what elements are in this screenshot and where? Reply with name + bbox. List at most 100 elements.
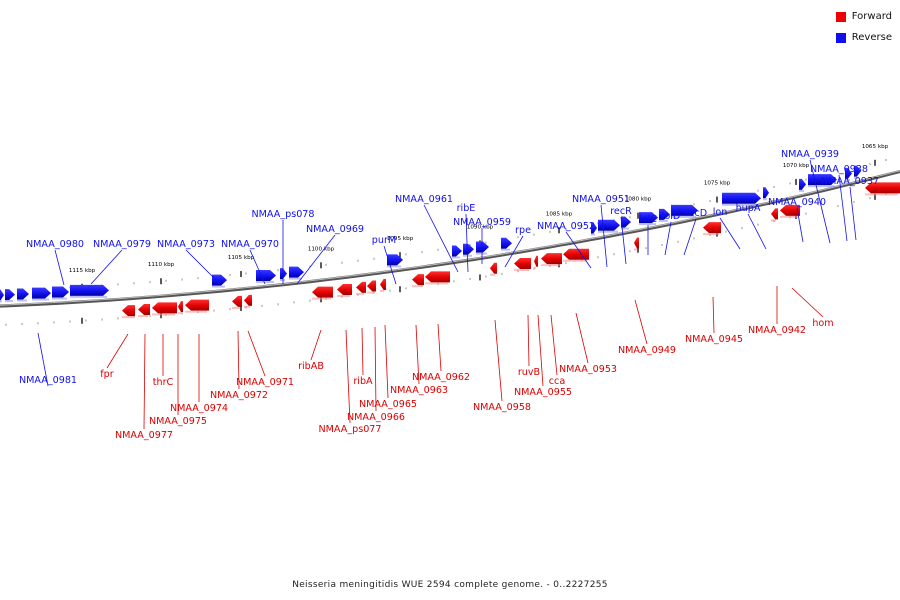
reverse-leader-line xyxy=(747,213,767,250)
gene-shadow xyxy=(808,185,835,188)
forward-gene-label: NMAA_0958 xyxy=(473,402,531,413)
gene-shadow xyxy=(5,300,13,303)
reverse-leader-line xyxy=(849,186,857,241)
forward-leader-line xyxy=(361,327,364,376)
reverse-gene-label: NMAA_0939 xyxy=(781,149,839,160)
reverse-gene-arrow xyxy=(845,167,852,179)
forward-gene-arrow xyxy=(244,294,252,306)
gene-shadow xyxy=(865,193,898,196)
reverse-leader-line xyxy=(465,213,469,273)
forward-gene-arrow xyxy=(634,237,639,249)
reverse-gene-arrow xyxy=(476,241,489,253)
gene-shadow xyxy=(70,295,107,298)
reverse-gene-label: purM xyxy=(372,235,396,246)
forward-gene-label: NMAA_0972 xyxy=(210,390,268,401)
gene-shadow xyxy=(289,277,302,280)
reverse-leader-line xyxy=(54,249,65,286)
forward-gene-arrow xyxy=(780,204,800,216)
gene-shadow xyxy=(185,310,207,313)
reverse-gene-label: NMAA_0970 xyxy=(221,239,279,250)
gene-shadow xyxy=(380,290,384,293)
reverse-gene-label: NMAA_0959 xyxy=(453,217,511,228)
forward-leader-line xyxy=(247,330,266,377)
reverse-leader-line xyxy=(90,249,123,285)
tick-label: 1100 kbp xyxy=(308,246,335,252)
forward-gene-label: NMAA_0942 xyxy=(748,325,806,336)
reverse-leader-line xyxy=(719,217,741,250)
forward-gene-label: NMAA_ps077 xyxy=(318,424,381,435)
gene-shadow xyxy=(425,282,448,285)
forward-gene-arrow xyxy=(703,222,721,234)
forward-leader-line xyxy=(143,333,146,430)
backbone xyxy=(0,169,900,308)
forward-leader-line xyxy=(415,324,420,385)
reverse-gene-label: lolC xyxy=(639,214,657,225)
reverse-gene-label: NMAA_0981 xyxy=(19,375,77,386)
forward-gene-label: NMAA_0966 xyxy=(347,412,405,423)
reverse-gene-label: NMAA_0937 xyxy=(821,176,879,187)
gene-shadow xyxy=(337,294,350,297)
gene-shadow xyxy=(501,248,510,251)
forward-gene-arrow xyxy=(152,302,177,314)
reverse-gene-label: NMAA_0938 xyxy=(810,164,868,175)
legend-forward-label: Forward xyxy=(851,11,892,22)
forward-gene-label: NMAA_0965 xyxy=(359,399,417,410)
reverse-gene-arrow xyxy=(763,187,769,199)
forward-leader-line xyxy=(384,324,389,399)
tick-label: 1095 kbp xyxy=(387,236,414,242)
reverse-leader-line xyxy=(620,216,627,265)
reverse-gene-arrow xyxy=(799,178,806,190)
gene-shadow xyxy=(178,312,181,315)
forward-swatch xyxy=(835,11,846,22)
gene-shadow xyxy=(514,269,529,272)
gene-shadow xyxy=(367,291,374,294)
reverse-gene-arrow xyxy=(452,245,462,257)
forward-leader-line xyxy=(310,329,322,361)
gene-shadow xyxy=(476,252,487,255)
gene-shadow xyxy=(280,279,285,282)
forward-gene-label: fpr xyxy=(100,369,113,380)
reverse-gene-arrow xyxy=(212,274,227,286)
gene-shadow xyxy=(32,298,49,301)
reverse-gene-arrow xyxy=(501,237,512,249)
forward-gene-arrow xyxy=(356,281,366,293)
forward-gene-label: NMAA_0963 xyxy=(390,385,448,396)
reverse-gene-arrow xyxy=(280,268,287,280)
forward-leader-line xyxy=(527,314,530,367)
reverse-gene-label: NMAA_0940 xyxy=(768,197,826,208)
gene-shadow xyxy=(771,219,776,222)
reverse-leader-line xyxy=(600,204,608,268)
reverse-leader-line xyxy=(664,221,672,256)
legend: Forward Reverse xyxy=(835,9,892,51)
forward-gene-arrow xyxy=(563,248,589,260)
tick-label: 1105 kbp xyxy=(228,255,255,261)
gene-shadow xyxy=(763,198,767,201)
reverse-leader-line xyxy=(383,245,397,285)
forward-gene-label: NMAA_0945 xyxy=(685,334,743,345)
gene-arrows xyxy=(0,165,900,319)
reverse-gene-label: rpe xyxy=(515,225,531,236)
reverse-gene-arrow xyxy=(0,289,4,301)
forward-gene-arrow xyxy=(178,301,183,313)
gene-shadow xyxy=(412,285,422,288)
reverse-gene-label: NMAA_0969 xyxy=(306,224,364,235)
forward-gene-arrow xyxy=(771,208,778,220)
forward-gene-label: thrC xyxy=(153,377,174,388)
gene-shadow xyxy=(845,178,850,181)
tick-label: 1065 kbp xyxy=(862,144,889,150)
forward-gene-arrow xyxy=(122,305,135,317)
gene-shadow xyxy=(122,316,133,319)
forward-leader-line xyxy=(537,314,544,387)
forward-gene-label: NMAA_0949 xyxy=(618,345,676,356)
forward-gene-arrow xyxy=(541,253,562,265)
gene-shadow xyxy=(541,264,560,267)
legend-forward: Forward xyxy=(835,9,892,24)
reverse-swatch xyxy=(835,32,846,43)
forward-gene-arrow xyxy=(380,279,386,291)
forward-leader-line xyxy=(550,314,558,376)
forward-gene-label: NMAA_0975 xyxy=(149,416,207,427)
forward-leader-line xyxy=(712,296,715,334)
gene-shadow xyxy=(17,299,27,302)
gene-shadow xyxy=(659,219,668,222)
reverse-gene-arrow xyxy=(463,243,474,255)
